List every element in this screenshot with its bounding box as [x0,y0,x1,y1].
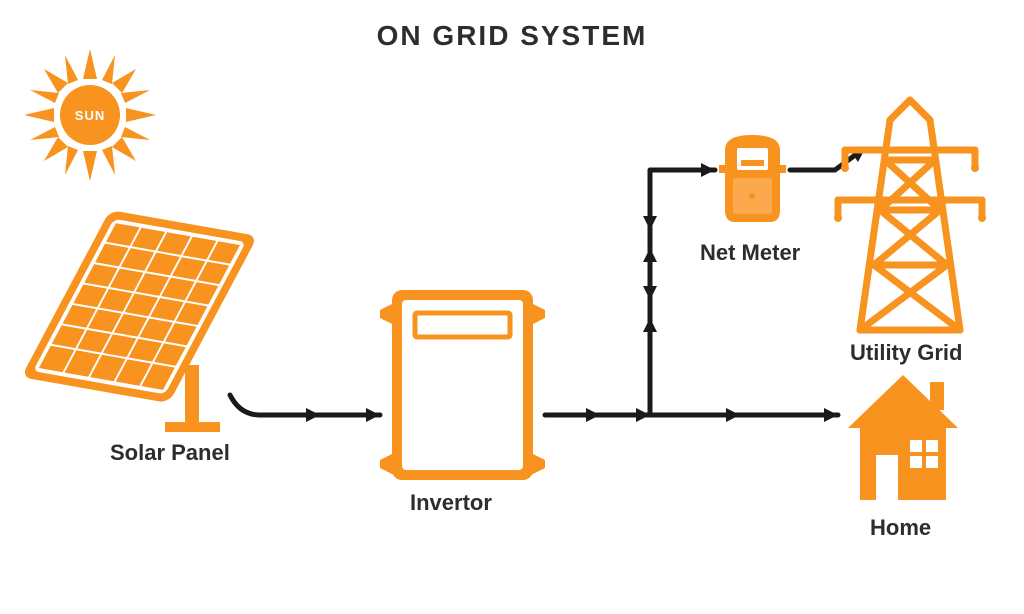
diagram-canvas: ON GRID SYSTEM [0,0,1024,614]
net-meter-icon [715,130,790,230]
home-label: Home [870,515,931,541]
solar-panel-label: Solar Panel [110,440,230,466]
inverter-icon [380,285,545,485]
sun-icon: SUN [20,45,160,185]
home-icon [838,370,968,510]
inverter-label: Invertor [410,490,492,516]
net-meter-label: Net Meter [700,240,800,266]
sun-label: SUN [75,108,105,123]
utility-grid-label: Utility Grid [850,340,962,366]
utility-grid-icon [830,90,990,340]
solar-panel-icon [70,200,270,440]
